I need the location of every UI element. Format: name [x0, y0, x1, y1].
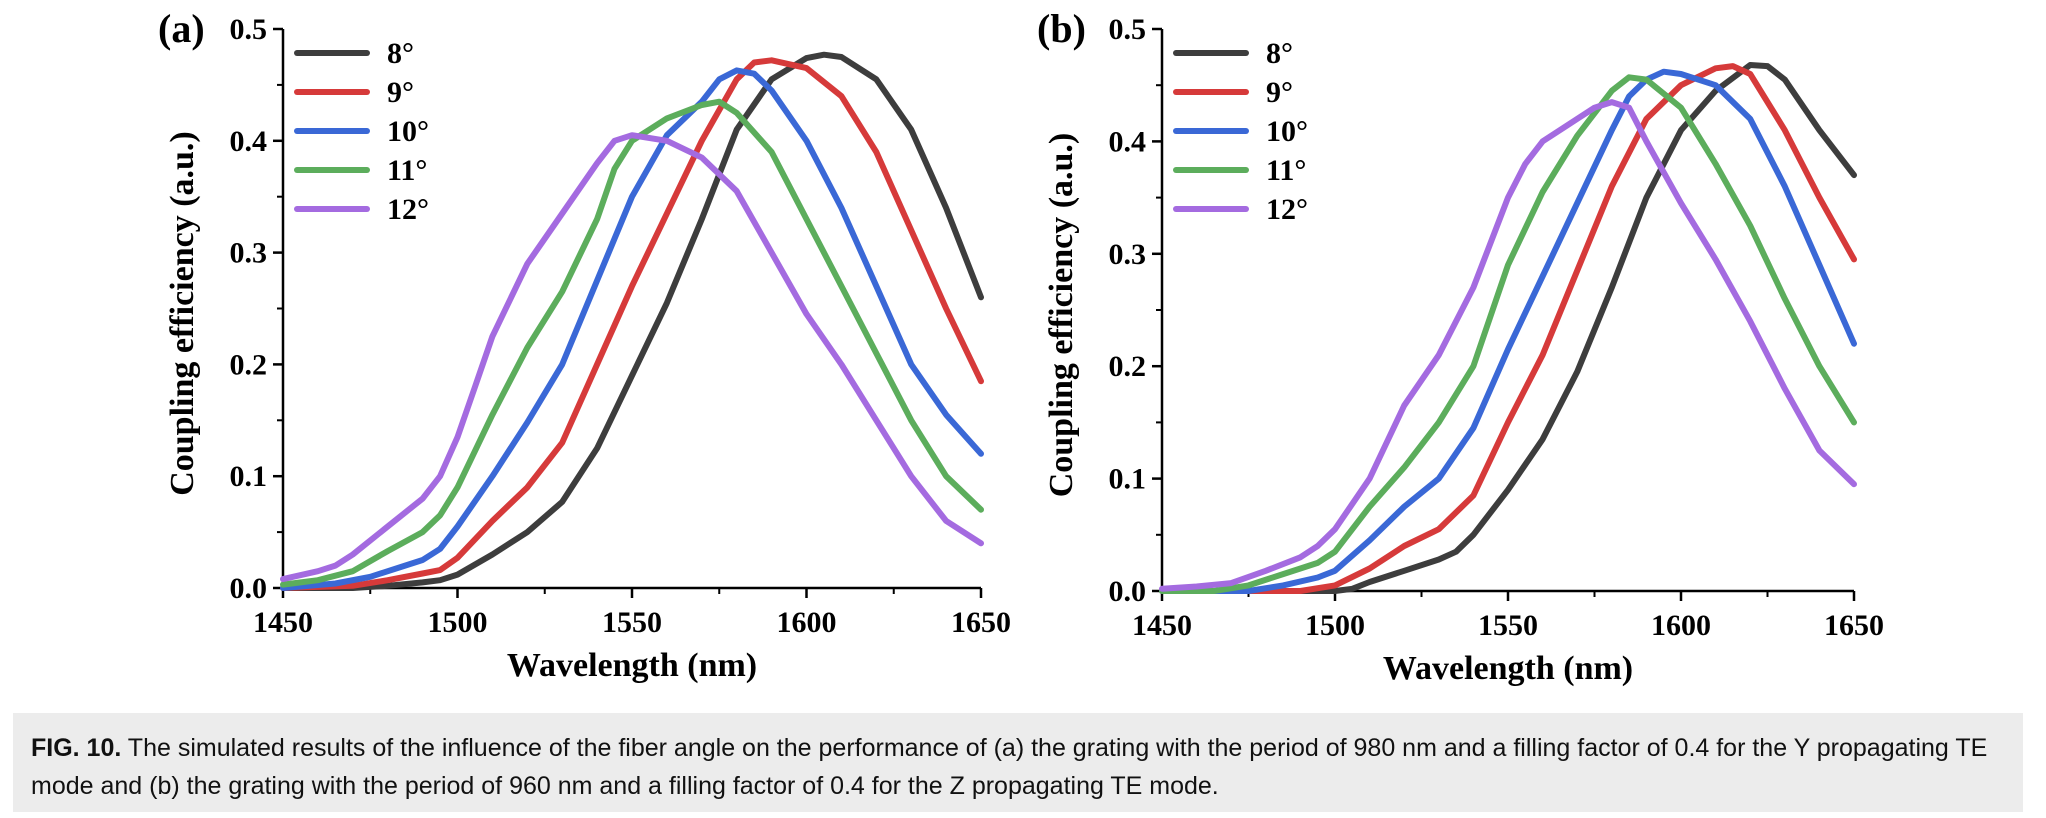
- legend-label: 12°: [1266, 193, 1308, 226]
- y-tick-label: 0.2: [1109, 350, 1147, 383]
- caption-figure-number: FIG. 10.: [31, 734, 122, 762]
- legend-label: 10°: [387, 115, 429, 148]
- series-line-8deg: [280, 51, 984, 591]
- figure-caption: FIG. 10. The simulated results of the in…: [13, 713, 2023, 812]
- y-axis-title: Coupling efficiency (a.u.): [164, 131, 201, 496]
- panel-b-chart: 1450 1500 1550 1600 1650 0.0 0.1 0.2 0.3 0.4 0.5 Wa…: [1037, 6, 1884, 687]
- x-tick-label: 1500: [428, 606, 488, 639]
- series-line-8deg: [1159, 62, 1857, 594]
- panel-label-b: (b): [1037, 6, 1086, 51]
- y-axis-title: Coupling efficiency (a.u.): [1043, 133, 1080, 498]
- series-line-9deg: [1159, 63, 1857, 594]
- y-tick-label: 0.5: [1109, 13, 1147, 46]
- legend-label: 8°: [387, 37, 414, 70]
- legend-label: 11°: [387, 154, 427, 187]
- x-tick-label: 1550: [602, 606, 662, 639]
- y-tick-label: 0.4: [230, 125, 268, 158]
- x-tick-label: 1600: [1651, 609, 1711, 642]
- series-line-10deg: [1159, 68, 1857, 594]
- legend-label: 12°: [387, 193, 429, 226]
- series-line-12deg: [1159, 99, 1857, 592]
- y-tick-label: 0.3: [1109, 238, 1147, 271]
- x-tick-label: 1450: [253, 606, 313, 639]
- legend-label: 8°: [1266, 37, 1293, 70]
- x-tick-label: 1600: [777, 606, 837, 639]
- y-tick-label: 0.4: [1109, 125, 1147, 158]
- legend-label: 10°: [1266, 115, 1308, 148]
- series-line-11deg: [1159, 74, 1857, 594]
- panel-a-chart: 1450 1500 1550 1600 1650 0.0 0.1 0.2 0.3 0.4 0.5 Wa…: [158, 6, 1011, 684]
- legend-label: 9°: [1266, 76, 1293, 109]
- y-tick-label: 0.0: [1109, 575, 1147, 608]
- y-tick-label: 0.0: [230, 572, 268, 605]
- figure: 1450 1500 1550 1600 1650 0.0 0.1 0.2 0.3 0.4 0.5 Wa…: [158, 6, 1884, 687]
- x-tick-label: 1650: [1824, 609, 1884, 642]
- panel-label-a: (a): [158, 6, 205, 51]
- y-tick-label: 0.5: [230, 13, 268, 46]
- x-axis-title: Wavelength (nm): [1383, 650, 1633, 687]
- x-tick-label: 1650: [951, 606, 1011, 639]
- y-tick-label: 0.2: [230, 348, 268, 381]
- legend-label: 11°: [1266, 154, 1306, 187]
- y-tick-label: 0.1: [1109, 463, 1147, 496]
- x-tick-label: 1500: [1305, 609, 1365, 642]
- x-axis-title: Wavelength (nm): [507, 647, 757, 684]
- series-line-10deg: [280, 67, 984, 591]
- y-tick-label: 0.3: [230, 237, 268, 270]
- caption-text: The simulated results of the influence o…: [31, 734, 1988, 800]
- legend-label: 9°: [387, 76, 414, 109]
- series-line-9deg: [280, 57, 984, 591]
- series-line-11deg: [280, 98, 984, 588]
- y-tick-label: 0.1: [230, 460, 268, 493]
- x-tick-label: 1450: [1132, 609, 1192, 642]
- series-line-12deg: [280, 132, 984, 583]
- x-tick-label: 1550: [1478, 609, 1538, 642]
